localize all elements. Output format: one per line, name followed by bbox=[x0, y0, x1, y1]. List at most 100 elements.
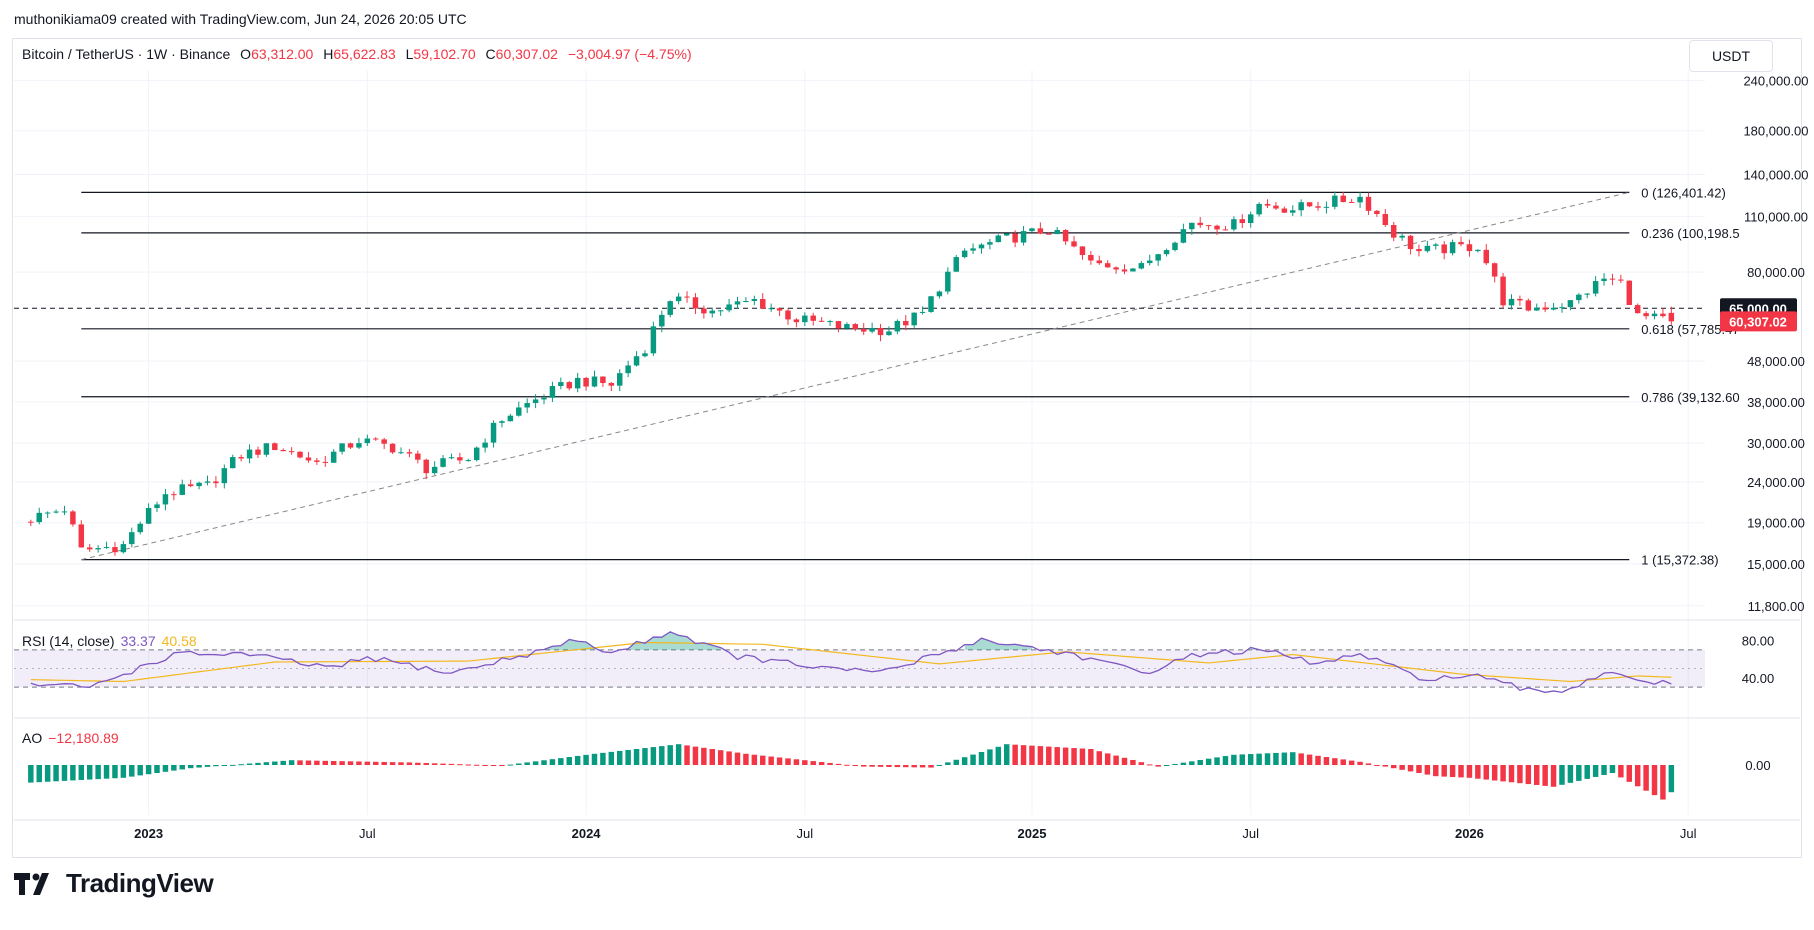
ao-bar bbox=[297, 760, 303, 765]
ao-bar bbox=[44, 765, 51, 782]
ao-bar bbox=[347, 761, 354, 765]
time-axis-label: Jul bbox=[359, 826, 376, 841]
ao-bar bbox=[1163, 765, 1170, 766]
ao-bar bbox=[776, 757, 783, 765]
ao-bar bbox=[196, 765, 202, 768]
ao-bar bbox=[389, 762, 396, 765]
candle-body bbox=[499, 421, 505, 423]
ao-bar bbox=[1601, 765, 1607, 775]
candle-body bbox=[1390, 225, 1397, 238]
candle-body bbox=[1121, 269, 1128, 272]
candle-body bbox=[1298, 202, 1304, 211]
candle-body bbox=[625, 365, 631, 374]
open-value: 63,312.00 bbox=[251, 46, 314, 62]
candle-body bbox=[583, 377, 589, 387]
ao-bar bbox=[364, 761, 371, 765]
ao-bar bbox=[1534, 765, 1540, 785]
candle-body bbox=[717, 310, 724, 312]
price-axis-label: 30,000.00 bbox=[1747, 436, 1805, 451]
ao-bar bbox=[1609, 765, 1616, 773]
candle-body bbox=[330, 451, 337, 463]
candle-body bbox=[448, 457, 455, 459]
candle-body bbox=[288, 451, 295, 453]
time-axis-label: Jul bbox=[1680, 826, 1697, 841]
time-axis-label: Jul bbox=[797, 826, 814, 841]
ao-bar bbox=[574, 755, 581, 765]
ao-bar bbox=[961, 757, 968, 765]
candle-body bbox=[1374, 210, 1380, 214]
ao-bar bbox=[322, 760, 329, 765]
candle-body bbox=[1003, 233, 1010, 236]
time-axis-label: 2024 bbox=[572, 826, 602, 841]
ao-bar bbox=[230, 764, 236, 766]
ao-bar bbox=[1306, 754, 1313, 765]
ao-bar bbox=[1096, 751, 1103, 765]
fib-level-label: 1 (15,372.38) bbox=[1641, 553, 1718, 568]
candle-body bbox=[701, 308, 707, 314]
ao-bar bbox=[1525, 765, 1532, 785]
candle-body bbox=[835, 321, 842, 329]
candle-body bbox=[802, 315, 808, 323]
currency-button[interactable]: USDT bbox=[1689, 40, 1773, 72]
time-axis-label: 2023 bbox=[134, 826, 163, 841]
ao-bar bbox=[558, 758, 564, 765]
candle-body bbox=[1012, 233, 1018, 243]
candle-body bbox=[574, 377, 581, 389]
ao-bar bbox=[1205, 758, 1212, 765]
ao-bar bbox=[1634, 765, 1641, 787]
candle-body bbox=[541, 397, 547, 400]
ao-bar bbox=[717, 750, 724, 765]
ao-bar bbox=[499, 765, 505, 766]
candles bbox=[28, 191, 1675, 556]
candle-body bbox=[246, 449, 253, 459]
candle-body bbox=[1626, 280, 1633, 306]
ao-bar bbox=[1147, 764, 1153, 766]
candle-body bbox=[272, 443, 278, 450]
candle-body bbox=[187, 484, 194, 487]
tradingview-logo[interactable]: TradingView bbox=[14, 868, 214, 899]
ao-bar bbox=[591, 753, 598, 765]
ao-bar bbox=[373, 761, 379, 765]
candle-body bbox=[389, 443, 396, 453]
candle-body bbox=[961, 250, 968, 258]
candle-body bbox=[381, 439, 387, 444]
candle-body bbox=[1147, 260, 1153, 264]
low-label: L bbox=[405, 46, 414, 62]
ao-bar bbox=[95, 765, 101, 780]
candle-body bbox=[1668, 312, 1675, 322]
candle-body bbox=[78, 524, 85, 548]
candle-body bbox=[591, 376, 598, 387]
ao-bar bbox=[1079, 748, 1086, 765]
ao-bar bbox=[162, 765, 169, 772]
ao-bar bbox=[1416, 765, 1422, 773]
ao-bar bbox=[1172, 763, 1178, 765]
candle-body bbox=[1062, 230, 1069, 242]
ao-bar bbox=[1660, 765, 1666, 800]
symbol-legend: Bitcoin / TetherUS · 1W · Binance O63,31… bbox=[22, 46, 692, 62]
rsi-pane bbox=[14, 631, 1705, 694]
ao-bar bbox=[1037, 746, 1044, 765]
fib-level-label: 0.786 (39,132.60 bbox=[1641, 390, 1739, 405]
candle-body bbox=[675, 296, 682, 302]
candle-body bbox=[1071, 241, 1077, 247]
ao-bar bbox=[1592, 765, 1599, 777]
ao-bar bbox=[642, 748, 648, 765]
candle-body bbox=[945, 271, 951, 292]
candle-body bbox=[1348, 201, 1355, 203]
candle-body bbox=[549, 386, 556, 398]
ao-bar bbox=[1382, 765, 1389, 767]
candle-body bbox=[1256, 203, 1262, 215]
ao-bar bbox=[1130, 760, 1136, 765]
ao-bar bbox=[406, 762, 413, 765]
ao-bar bbox=[490, 765, 497, 766]
candle-body bbox=[810, 315, 816, 321]
chart-caption: muthonikiama09 created with TradingView.… bbox=[14, 11, 467, 27]
ao-axis-label: 0.00 bbox=[1745, 758, 1770, 773]
ao-bar bbox=[330, 761, 337, 765]
candle-body bbox=[53, 511, 59, 513]
candle-body bbox=[473, 447, 480, 461]
candle-body bbox=[1643, 313, 1649, 317]
price-axis-label: 24,000.00 bbox=[1747, 475, 1805, 490]
candle-body bbox=[869, 327, 875, 332]
